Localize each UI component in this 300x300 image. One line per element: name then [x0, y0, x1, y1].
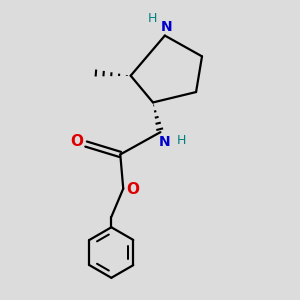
- Text: N: N: [160, 20, 172, 34]
- Text: N: N: [159, 135, 171, 149]
- Text: O: O: [70, 134, 83, 149]
- Text: H: H: [148, 12, 157, 25]
- Text: O: O: [126, 182, 139, 197]
- Text: H: H: [177, 134, 187, 147]
